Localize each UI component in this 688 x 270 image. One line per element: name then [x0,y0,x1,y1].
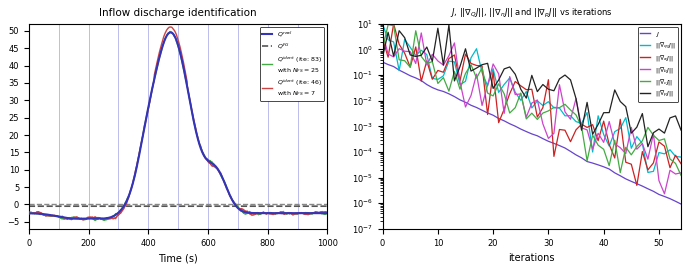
Title: $J$, $||\nabla_{Q}J||$, $||\nabla_{n}J||$ and $||\nabla_{p}J||$ vs iterations: $J$, $||\nabla_{Q}J||$, $||\nabla_{n}J||… [451,7,613,20]
Legend: $J$, $||\nabla_{q_0}J||$, $||\nabla_{a}J||$, $||\nabla_{b}J||$, $||\nabla_{c}J||: $J$, $||\nabla_{q_0}J||$, $||\nabla_{a}J… [638,27,678,102]
Legend: $Q^{real}$, $Q^{FG}$, $Q^{ident}$ (ite: 83)
with $N_{FS}=25$, $Q^{ident}$ (ite: : $Q^{real}$, $Q^{FG}$, $Q^{ident}$ (ite: … [260,27,324,101]
X-axis label: iterations: iterations [508,253,555,263]
X-axis label: Time (s): Time (s) [158,253,198,263]
Title: Inflow discharge identification: Inflow discharge identification [99,8,257,18]
